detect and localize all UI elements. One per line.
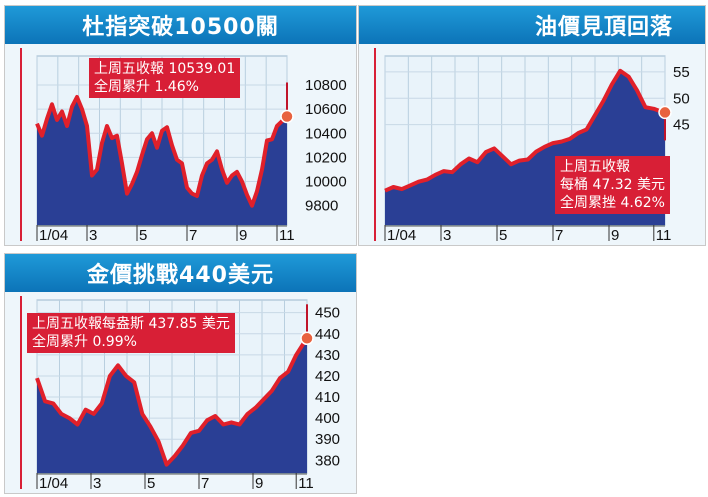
oil-annotation-line-1: 上周五收報 xyxy=(560,159,630,175)
gold-y-tick-label: 380 xyxy=(315,452,340,469)
dow-series-line xyxy=(35,95,289,208)
dow-title-bar: 杜指突破10500關 xyxy=(5,6,356,44)
gold-y-tick-label: 450 xyxy=(315,305,340,322)
oil-x-tick-label: 1/04 xyxy=(387,227,416,244)
dow-x-tick-label: 7 xyxy=(189,227,197,244)
oil-series-line xyxy=(384,68,666,193)
oil-panel: 油價見頂回落 45 50 55 1/04 3 5 7 9 11 上周五收報 每桶 47.32 美… xyxy=(358,5,706,246)
gold-annotation-line-1: 上周五收報每盎斯 437.85 美元 xyxy=(32,316,230,332)
gold-y-tick-label: 420 xyxy=(315,368,340,385)
dow-panel: 杜指突破10500關 9800 10000 10200 10400 10600 10800… xyxy=(4,5,357,246)
dow-x-tick-label: 11 xyxy=(279,227,295,244)
gold-series-line xyxy=(35,337,309,467)
dow-y-tick-label: 10800 xyxy=(305,77,347,94)
gold-y-tick-label: 400 xyxy=(315,410,340,427)
dow-x-tick-label: 3 xyxy=(89,227,97,244)
dow-x-tick-label: 9 xyxy=(239,227,247,244)
dow-annotation-line-2: 全周累升 1.46% xyxy=(94,79,199,95)
oil-title: 油價見頂回落 xyxy=(534,15,673,40)
gold-title: 金價挑戰440美元 xyxy=(87,263,274,288)
dow-x-tick-label: 5 xyxy=(139,227,147,244)
oil-annotation: 上周五收報 每桶 47.32 美元 全周累挫 4.62% xyxy=(555,156,670,214)
gold-x-tick-label: 9 xyxy=(255,475,263,492)
gold-area xyxy=(37,338,307,473)
dow-y-tick-label: 10200 xyxy=(305,149,347,166)
gold-y-tick-label: 410 xyxy=(315,389,340,406)
oil-x-tick-label: 7 xyxy=(555,227,563,244)
gold-title-bar: 金價挑戰440美元 xyxy=(5,254,356,292)
gold-y-tick-label: 390 xyxy=(315,431,340,448)
dow-title: 杜指突破10500關 xyxy=(82,15,279,40)
oil-y-tick-label: 45 xyxy=(673,117,690,134)
dow-y-tick-label: 9800 xyxy=(305,198,338,215)
gold-chart: 380 390 400 410 420 430 440 450 1/04 3 5 7 9 11 xyxy=(20,296,340,492)
dow-y-tick-label: 10400 xyxy=(305,125,347,142)
gold-x-tick-label: 1/04 xyxy=(39,475,68,492)
oil-x-tick-label: 9 xyxy=(611,227,619,244)
oil-x-tick-label: 11 xyxy=(656,227,672,244)
oil-x-tick-label: 3 xyxy=(443,227,451,244)
dow-chart: 9800 10000 10200 10400 10600 10800 1/04 3 5 7 9 11 xyxy=(20,48,347,244)
gold-annotation-line-2: 全周累升 0.99% xyxy=(32,334,137,350)
dow-annotation: 上周五收報 10539.01 全周累升 1.46% xyxy=(89,58,241,98)
gold-y-tick-label: 440 xyxy=(315,326,340,343)
dow-y-tick-label: 10600 xyxy=(305,101,347,118)
oil-title-bar: 油價見頂回落 xyxy=(359,6,705,44)
dow-x-tick-label: 1/04 xyxy=(39,227,68,244)
gold-annotation: 上周五收報每盎斯 437.85 美元 全周累升 0.99% xyxy=(27,313,235,353)
gold-x-tick-label: 5 xyxy=(147,475,155,492)
oil-y-tick-label: 55 xyxy=(673,64,690,81)
gold-panel: 金價挑戰440美元 380 390 400 410 420 430 440 450 1/04 3 5… xyxy=(4,253,357,494)
gold-x-tick-label: 11 xyxy=(298,475,314,492)
gold-x-tick-label: 7 xyxy=(201,475,209,492)
oil-x-tick-label: 5 xyxy=(499,227,507,244)
oil-annotation-line-3: 全周累挫 4.62% xyxy=(560,195,665,211)
gold-end-point xyxy=(300,331,314,346)
oil-y-tick-label: 50 xyxy=(673,90,690,107)
dow-y-tick-label: 10000 xyxy=(305,174,347,191)
dow-area xyxy=(37,97,287,225)
gold-x-tick-label: 3 xyxy=(93,475,101,492)
dow-annotation-line-1: 上周五收報 10539.01 xyxy=(94,61,236,77)
oil-end-point xyxy=(658,105,672,120)
dow-end-point xyxy=(280,109,294,124)
gold-y-tick-label: 430 xyxy=(315,347,340,364)
oil-annotation-line-2: 每桶 47.32 美元 xyxy=(560,177,665,193)
